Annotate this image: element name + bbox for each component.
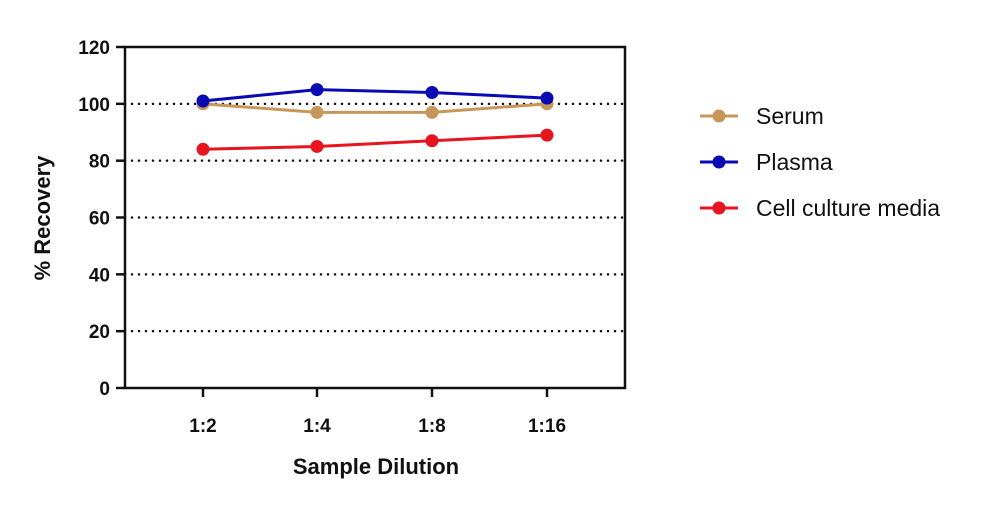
series-group (196, 83, 554, 156)
legend-label: Cell culture media (756, 195, 940, 221)
y-tick-label: 20 (89, 322, 110, 343)
x-axis-title: Sample Dilution (293, 454, 459, 479)
data-point (310, 83, 324, 97)
series-1 (196, 83, 554, 108)
x-tick-label: 1:2 (189, 416, 216, 437)
series-0 (196, 97, 554, 119)
data-point (425, 134, 439, 148)
axes: 0 20 40 60 80 100 120 1:2 1:4 1:8 1:16 (78, 38, 627, 437)
legend-label: Serum (756, 103, 824, 129)
data-point (310, 139, 324, 153)
x-tick-label: 1:8 (418, 416, 445, 437)
legend-marker (712, 109, 726, 123)
x-tick-label: 1:16 (528, 416, 566, 437)
data-point (425, 85, 439, 99)
y-tick-label: 80 (89, 152, 110, 173)
legend-label: Plasma (756, 149, 833, 175)
data-point (196, 94, 210, 108)
data-point (540, 91, 554, 105)
series-line (202, 133, 548, 151)
y-tick-label: 0 (99, 379, 110, 400)
legend-marker (712, 201, 726, 215)
data-point (425, 105, 439, 119)
series-2 (196, 128, 554, 156)
legend-marker (712, 155, 726, 169)
legend-item: Cell culture media (700, 195, 940, 221)
legend: Serum Plasma Cell culture media (700, 103, 940, 221)
y-tick-label: 60 (89, 209, 110, 230)
series-line (202, 88, 548, 103)
y-tick-label: 120 (78, 38, 110, 59)
data-point (540, 128, 554, 142)
y-tick-label: 100 (78, 95, 110, 116)
legend-item: Serum (700, 103, 824, 129)
legend-item: Plasma (700, 149, 833, 175)
data-point (310, 105, 324, 119)
y-tick-label: 40 (89, 265, 110, 286)
x-tick-label: 1:4 (303, 416, 331, 437)
data-point (196, 142, 210, 156)
series-line (202, 102, 548, 114)
y-axis-title: % Recovery (30, 155, 55, 281)
